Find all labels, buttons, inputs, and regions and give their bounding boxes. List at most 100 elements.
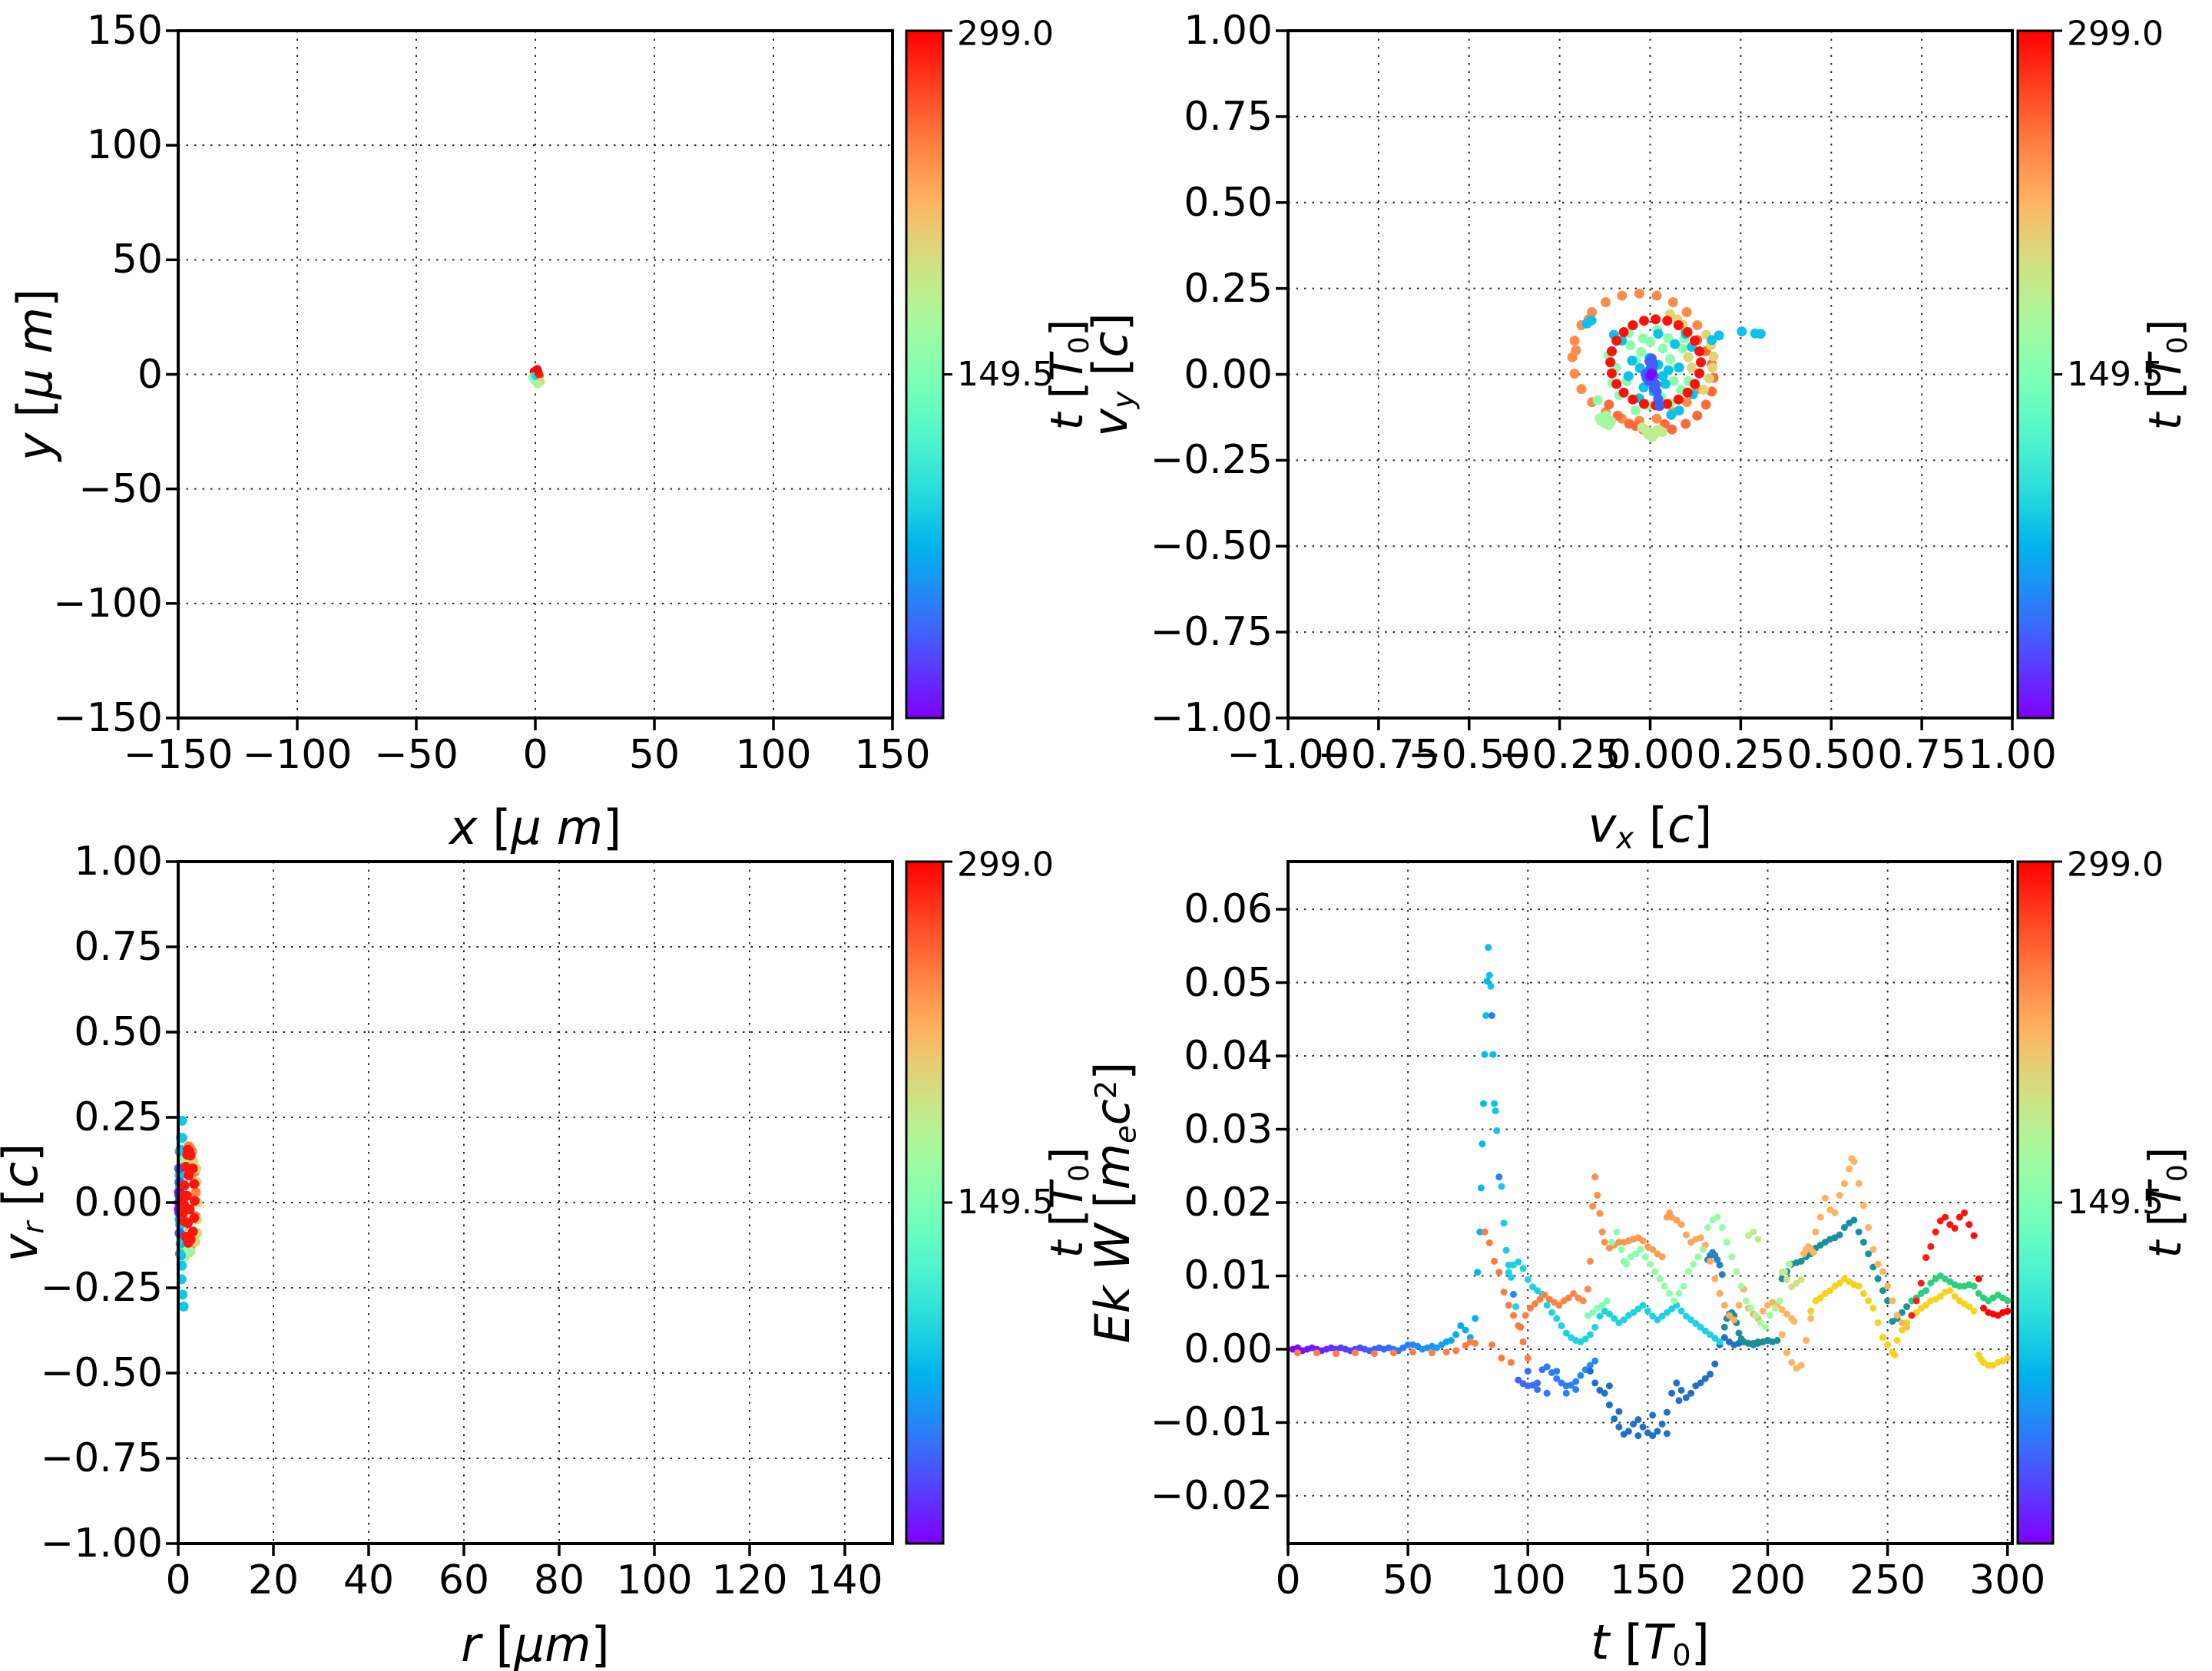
tick-marks xyxy=(1276,29,2014,730)
label-fragment: x xyxy=(449,799,478,855)
label-fragment: y xyxy=(7,432,63,461)
label-fragment: [ xyxy=(1084,1190,1141,1224)
label-fragment: T xyxy=(1643,1614,1673,1671)
y-tick-label: 0.06 xyxy=(1184,886,1273,933)
label-fragment: 0 xyxy=(2161,1164,2194,1183)
colorbar-mid-label: 149.5 xyxy=(2067,1183,2164,1222)
x-tick-label: −150 xyxy=(123,732,233,778)
x-tick-label: 1.00 xyxy=(1968,732,2057,778)
x-axis-label: t [T0] xyxy=(1591,1619,1710,1671)
x-tick-label: −0.75 xyxy=(1317,732,1440,778)
colorbar-tick-marks xyxy=(943,29,952,376)
y-tick-label: −0.50 xyxy=(1150,523,1273,570)
colorbar-label: t [T0] xyxy=(2139,1147,2194,1259)
tick-marks xyxy=(1276,908,2009,1556)
axes-spines xyxy=(177,29,894,720)
x-tick-label: 50 xyxy=(628,732,680,778)
label-fragment: [ xyxy=(1041,381,1094,413)
label-fragment: e xyxy=(1108,1125,1144,1143)
label-fragment: t xyxy=(2139,412,2192,430)
colorbar-mid-label: 149.5 xyxy=(2067,354,2164,394)
y-tick-label: 1.00 xyxy=(1184,8,1273,54)
axes-spines xyxy=(1286,29,2014,720)
y-tick-label: 0.50 xyxy=(74,1009,163,1055)
x-tick-label: 0 xyxy=(165,1557,191,1603)
x-tick-label: 100 xyxy=(1489,1557,1566,1603)
colorbar-tick-marks xyxy=(943,860,952,1204)
y-tick-label: 0.00 xyxy=(1184,1325,1273,1372)
y-tick-label: 0.00 xyxy=(74,1180,163,1226)
x-tick-label: 60 xyxy=(438,1557,490,1603)
label-fragment: [ xyxy=(1609,1614,1644,1671)
colorbar xyxy=(905,860,945,1545)
label-fragment: 0 xyxy=(1063,1164,1095,1183)
y-tick-label: 0.02 xyxy=(1184,1180,1273,1226)
x-tick-label: −50 xyxy=(374,732,459,778)
x-tick-label: 120 xyxy=(711,1557,788,1603)
label-fragment: 2 xyxy=(1088,1080,1124,1100)
y-tick-label: −50 xyxy=(78,465,163,512)
y-tick-label: −1.00 xyxy=(1150,695,1273,741)
label-fragment: ] xyxy=(1041,1147,1094,1165)
colorbar-max-label: 299.0 xyxy=(957,845,1054,885)
x-axis-label: r [μm] xyxy=(461,1621,609,1669)
label-fragment: [ xyxy=(1634,797,1668,854)
label-fragment: ] xyxy=(1082,312,1139,331)
x-tick-label: 0.00 xyxy=(1605,732,1695,778)
label-fragment: v xyxy=(1082,408,1139,437)
velocity-vxvy-scatter-points xyxy=(1567,288,1766,442)
x-tick-label: 300 xyxy=(1969,1557,2046,1603)
x-tick-label: 20 xyxy=(247,1557,300,1603)
y-axis-label: vy [c] xyxy=(1082,313,1141,437)
y-tick-label: 1.00 xyxy=(74,839,163,885)
label-fragment: c xyxy=(1667,797,1694,854)
x-tick-label: 40 xyxy=(343,1557,395,1603)
x-axis-label: vx [c] xyxy=(1588,802,1713,854)
y-tick-label: −0.01 xyxy=(1150,1399,1273,1446)
y-tick-label: 0.01 xyxy=(1184,1252,1273,1299)
y-axis-label: y [μ m] xyxy=(7,288,63,460)
x-tick-label: −100 xyxy=(242,732,353,778)
x-tick-label: −0.25 xyxy=(1498,732,1621,778)
y-tick-label: 0.25 xyxy=(74,1094,163,1140)
y-tick-label: 150 xyxy=(86,8,163,54)
label-fragment: 0 xyxy=(1063,336,1095,354)
radial-phase-space-scatter-points xyxy=(174,1115,203,1312)
label-fragment: Ek W xyxy=(1084,1223,1141,1344)
x-tick-label: 150 xyxy=(854,732,931,778)
grid-lines xyxy=(1287,30,2013,719)
y-tick-label: −1.00 xyxy=(40,1520,163,1567)
colorbar-mid-label: 149.5 xyxy=(957,354,1054,394)
y-tick-label: 50 xyxy=(111,237,163,283)
label-fragment: 0 xyxy=(1672,1638,1691,1671)
x-tick-label: 0 xyxy=(522,732,548,778)
tick-marks xyxy=(166,29,894,730)
y-tick-label: 0.25 xyxy=(1184,265,1273,312)
colorbar xyxy=(905,29,945,720)
x-tick-label: −0.50 xyxy=(1408,732,1531,778)
label-fragment: c xyxy=(1084,1099,1141,1126)
label-fragment: 0 xyxy=(2161,336,2194,354)
label-fragment: [ xyxy=(477,799,512,855)
x-tick-label: 80 xyxy=(533,1557,585,1603)
colorbar-tick-marks xyxy=(2053,29,2062,376)
y-tick-label: −0.50 xyxy=(40,1350,163,1396)
y-tick-label: −0.25 xyxy=(40,1265,163,1311)
label-fragment: [ xyxy=(2139,381,2192,413)
tick-marks xyxy=(166,860,846,1556)
label-fragment: ] xyxy=(2139,1147,2192,1165)
colorbar-max-label: 299.0 xyxy=(2067,14,2164,54)
label-fragment: t xyxy=(1591,1614,1610,1671)
label-fragment: [ xyxy=(0,1188,48,1222)
axes-spines xyxy=(177,860,894,1545)
label-fragment: ] xyxy=(0,1143,48,1162)
y-tick-label: −100 xyxy=(53,580,163,627)
label-fragment: μm xyxy=(514,1616,591,1671)
